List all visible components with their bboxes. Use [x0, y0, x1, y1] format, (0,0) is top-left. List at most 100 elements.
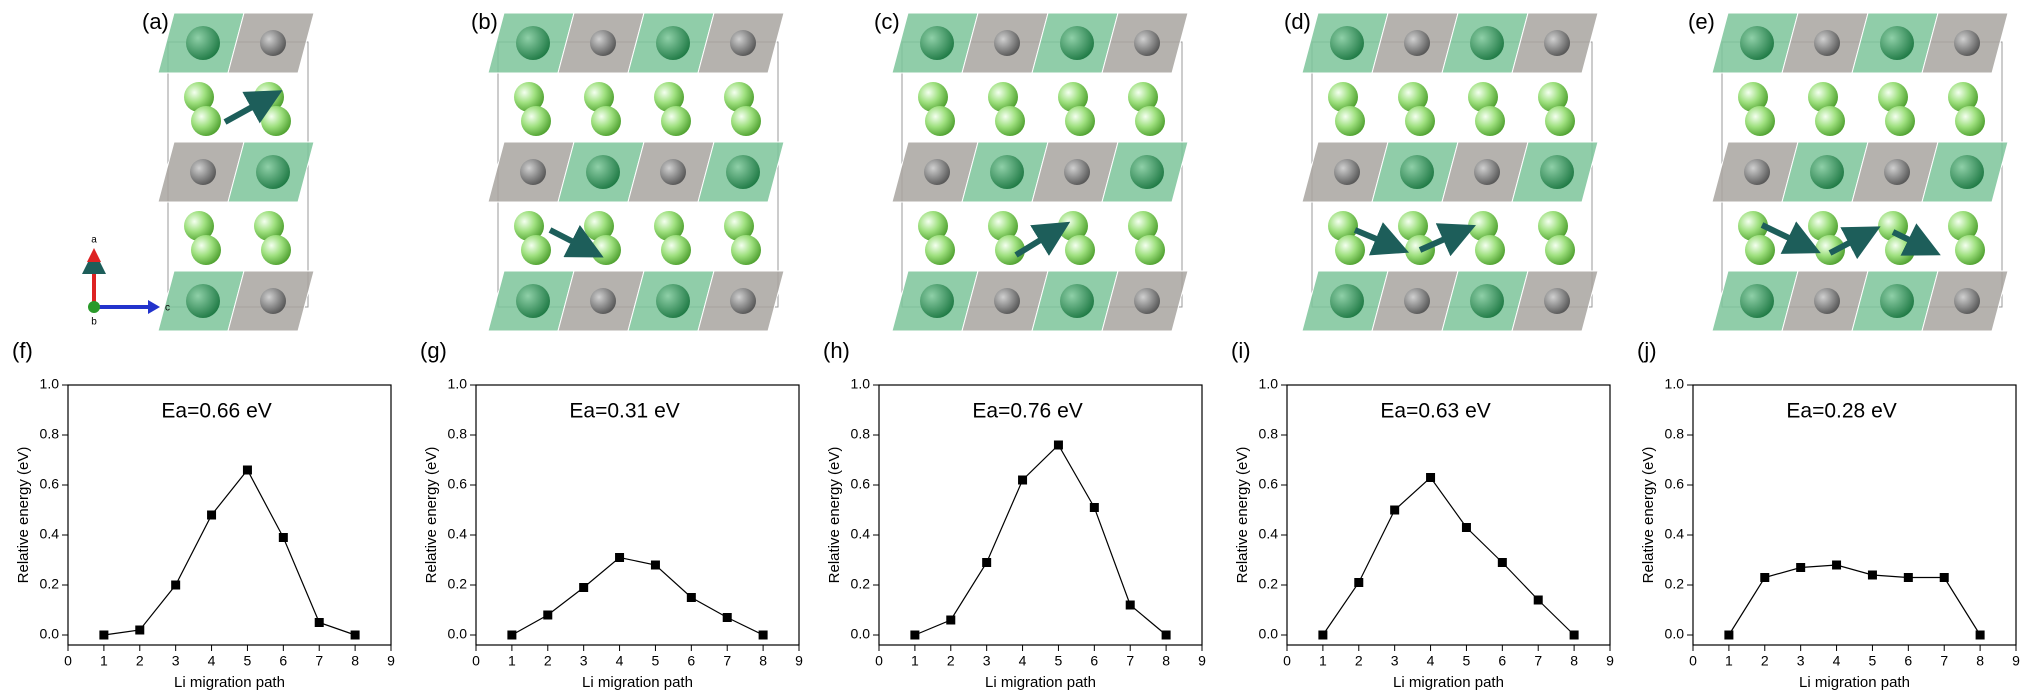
- figure: (a)(b)(c)(d)(e) a b c (f) 0.0 0.2 0.4 0.6 0.8…: [0, 0, 2024, 698]
- metal-atom: [1880, 26, 1914, 60]
- metal-atom: [656, 284, 690, 318]
- metal-atom: [990, 155, 1024, 189]
- y-tick-label: 0.8: [1259, 426, 1279, 442]
- axis-origin: [88, 301, 100, 313]
- data-point: [1976, 631, 1985, 640]
- data-point: [910, 631, 919, 640]
- x-tick-label: 9: [1606, 653, 1614, 669]
- data-line: [104, 470, 355, 635]
- metal-atom: [1954, 30, 1980, 56]
- y-tick-label: 0.2: [1665, 576, 1685, 592]
- data-point: [1796, 563, 1805, 572]
- metal-atom: [590, 288, 616, 314]
- metal-atom: [1474, 159, 1500, 185]
- metal-atom: [1540, 155, 1574, 189]
- x-axis-label: Li migration path: [985, 674, 1096, 691]
- y-axis-label: Relative energy (eV): [423, 447, 440, 584]
- data-point: [99, 631, 108, 640]
- y-axis-label: Relative energy (eV): [1234, 447, 1251, 584]
- data-point: [1354, 578, 1363, 587]
- x-tick-label: 7: [1534, 653, 1542, 669]
- data-point: [1498, 558, 1507, 567]
- x-tick-label: 9: [387, 653, 395, 669]
- y-tick-label: 0.8: [448, 426, 468, 442]
- y-tick-label: 1.0: [448, 376, 468, 392]
- axis-triad: a b c: [87, 235, 170, 328]
- y-tick-label: 0.4: [851, 526, 871, 542]
- metal-atom: [656, 26, 690, 60]
- li-atom: [1545, 235, 1575, 265]
- axis-letter: c: [165, 303, 170, 314]
- data-point: [1018, 476, 1027, 485]
- plot-frame: [1693, 385, 2016, 645]
- li-atom: [1475, 106, 1505, 136]
- li-atom: [191, 235, 221, 265]
- axis-letter: b: [91, 317, 97, 328]
- data-point: [1904, 573, 1913, 582]
- x-tick-label: 3: [172, 653, 180, 669]
- panel-label: (e): [1688, 9, 1715, 34]
- panel-label: (g): [420, 338, 447, 363]
- x-tick-label: 0: [1689, 653, 1697, 669]
- x-tick-label: 4: [616, 653, 624, 669]
- data-point: [1426, 473, 1435, 482]
- metal-atom: [516, 26, 550, 60]
- plot-frame: [476, 385, 799, 645]
- x-tick-label: 6: [279, 653, 287, 669]
- li-atom: [1135, 106, 1165, 136]
- y-tick-label: 0.0: [40, 626, 60, 642]
- li-atom: [1745, 106, 1775, 136]
- y-axis-label: Relative energy (eV): [1640, 447, 1657, 584]
- x-tick-label: 5: [652, 653, 660, 669]
- metal-atom: [920, 26, 954, 60]
- metal-atom: [1744, 159, 1770, 185]
- li-atom: [1815, 106, 1845, 136]
- y-tick-label: 0.0: [448, 626, 468, 642]
- li-atom: [591, 235, 621, 265]
- metal-atom: [1400, 155, 1434, 189]
- data-point: [243, 466, 252, 475]
- data-point: [1390, 506, 1399, 515]
- x-tick-label: 8: [1976, 653, 1984, 669]
- x-tick-label: 9: [1198, 653, 1206, 669]
- y-tick-label: 0.4: [1665, 526, 1685, 542]
- page: (a)(b)(c)(d)(e) a b c (f) 0.0 0.2 0.4 0.6 0.8…: [0, 0, 2024, 698]
- data-point: [1940, 573, 1949, 582]
- panel-label: (b): [471, 9, 498, 34]
- li-atom: [1745, 235, 1775, 265]
- chart: (g)0.00.20.40.60.81.00123456789Li migrat…: [420, 338, 803, 691]
- x-tick-label: 4: [1427, 653, 1435, 669]
- metal-atom: [520, 159, 546, 185]
- y-tick-label: 0.0: [1259, 626, 1279, 642]
- data-point: [1832, 561, 1841, 570]
- chart: (h)0.00.20.40.60.81.00123456789Li migrat…: [823, 338, 1206, 691]
- li-atom: [1405, 106, 1435, 136]
- metal-atom: [260, 288, 286, 314]
- metal-atom: [1740, 26, 1774, 60]
- y-tick-label: 0.6: [448, 476, 468, 492]
- x-axis-label: Li migration path: [582, 674, 693, 691]
- metal-atom: [1740, 284, 1774, 318]
- li-atom: [1885, 106, 1915, 136]
- metal-atom: [1134, 288, 1160, 314]
- y-tick-label: 1.0: [1665, 376, 1685, 392]
- y-tick-label: 0.8: [851, 426, 871, 442]
- annotation: Ea=0.76 eV: [972, 400, 1082, 423]
- metal-atom: [590, 30, 616, 56]
- x-tick-label: 1: [1319, 653, 1327, 669]
- li-atom: [261, 235, 291, 265]
- metal-atom: [1950, 155, 1984, 189]
- data-point: [1090, 503, 1099, 512]
- li-atom: [1955, 235, 1985, 265]
- panel-label: (f): [12, 338, 33, 363]
- li-atom: [191, 106, 221, 136]
- structure-panels: (a)(b)(c)(d)(e): [142, 9, 2008, 331]
- data-point: [615, 553, 624, 562]
- metal-atom: [1404, 288, 1430, 314]
- li-atom: [661, 235, 691, 265]
- data-point: [946, 616, 955, 625]
- metal-atom: [924, 159, 950, 185]
- metal-atom: [1470, 284, 1504, 318]
